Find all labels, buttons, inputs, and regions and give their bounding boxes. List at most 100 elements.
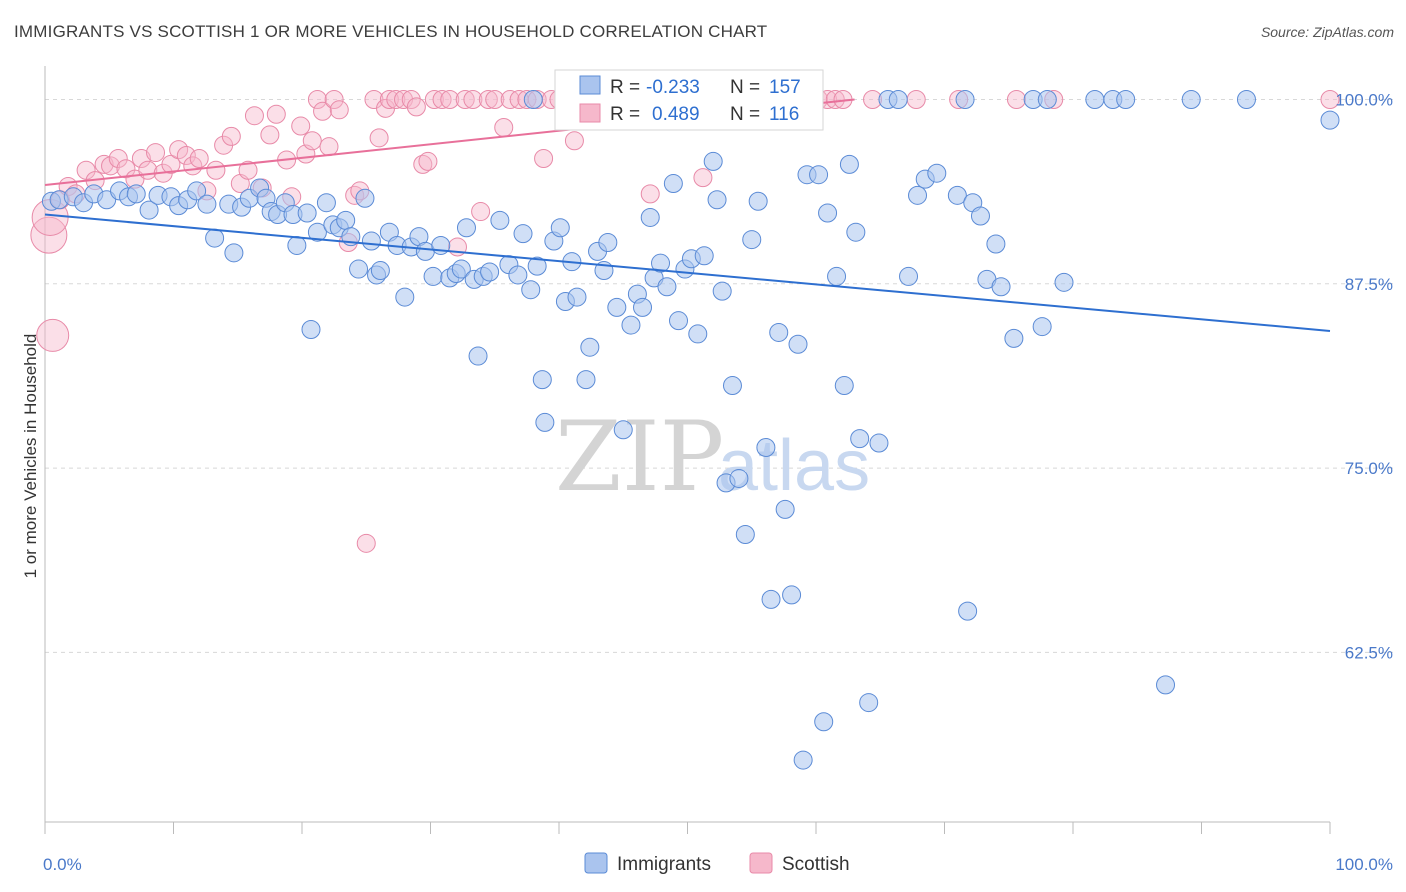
scottish-point bbox=[131, 148, 151, 168]
immigrants-point bbox=[301, 320, 321, 340]
immigrants-point bbox=[205, 228, 225, 248]
legend-n-value-2: 116 bbox=[769, 104, 799, 125]
immigrants-point bbox=[535, 412, 555, 432]
immigrants-point bbox=[688, 324, 708, 344]
scottish-point bbox=[418, 151, 438, 171]
legend-swatch-scottish bbox=[579, 103, 601, 123]
legend-n-label-1: N = bbox=[730, 77, 760, 98]
scottish-point bbox=[455, 89, 475, 109]
immigrants-point bbox=[712, 281, 732, 301]
scottish-point bbox=[221, 126, 241, 146]
immigrants-point bbox=[361, 231, 381, 251]
scottish-point bbox=[406, 97, 426, 117]
immigrants-point bbox=[423, 266, 443, 286]
legend-r-label-2: R = bbox=[610, 104, 640, 125]
immigrants-point bbox=[527, 256, 547, 276]
scottish-point bbox=[307, 89, 327, 109]
immigrants-point bbox=[126, 184, 146, 204]
immigrants-point bbox=[1116, 89, 1136, 109]
scottish-point bbox=[161, 154, 181, 174]
immigrants-point bbox=[859, 693, 879, 713]
immigrants-point bbox=[1032, 317, 1052, 337]
immigrants-point bbox=[991, 277, 1011, 297]
immigrants-point bbox=[468, 346, 488, 366]
scottish-point bbox=[324, 89, 344, 109]
y-axis-title: 1 or more Vehicles in Household bbox=[21, 334, 40, 579]
immigrants-point bbox=[809, 165, 829, 185]
immigrants-point bbox=[307, 222, 327, 242]
scottish-point bbox=[369, 128, 389, 148]
tick-labels: 100.0% 87.5% 75.0% 62.5% 0.0% 100.0% bbox=[43, 90, 1393, 874]
immigrants-point bbox=[756, 437, 776, 457]
scottish-point bbox=[693, 168, 713, 188]
immigrants-point bbox=[456, 218, 476, 238]
scottish-point bbox=[564, 131, 584, 151]
legend-r-label-1: R = bbox=[610, 77, 640, 98]
source-label: Source: ZipAtlas.com bbox=[1260, 24, 1394, 40]
immigrants-point bbox=[521, 280, 541, 300]
scottish-point bbox=[356, 533, 376, 553]
scottish-point bbox=[424, 89, 444, 109]
bottom-legend-swatch-immigrants bbox=[584, 852, 608, 874]
immigrants-point bbox=[955, 89, 975, 109]
scottish-point bbox=[471, 202, 491, 222]
immigrants-point bbox=[1004, 328, 1024, 348]
immigrants-point bbox=[224, 243, 244, 263]
y-tick-label-1: 87.5% bbox=[1345, 275, 1393, 294]
scottish-point bbox=[238, 160, 258, 180]
immigrants-point bbox=[694, 246, 714, 266]
immigrants-point bbox=[1320, 110, 1340, 130]
scottish-point bbox=[440, 89, 460, 109]
scottish-point bbox=[534, 148, 554, 168]
immigrants-point bbox=[139, 200, 159, 220]
immigrants-point bbox=[834, 376, 854, 396]
scottish-point bbox=[906, 89, 926, 109]
x-tick-label-0: 0.0% bbox=[43, 855, 82, 874]
immigrants-trend-line bbox=[44, 213, 1331, 332]
immigrants-point bbox=[550, 218, 570, 238]
bottom-legend: Immigrants Scottish bbox=[584, 852, 850, 875]
scottish-point bbox=[36, 318, 70, 352]
scottish-point bbox=[291, 116, 311, 136]
scottish-point bbox=[478, 89, 498, 109]
immigrants-point bbox=[651, 253, 671, 273]
scottish-point bbox=[108, 148, 128, 168]
scottish-point bbox=[379, 89, 399, 109]
watermark-zip: ZIP bbox=[555, 401, 724, 513]
immigrants-point bbox=[663, 174, 683, 194]
immigrants-point bbox=[633, 297, 653, 317]
immigrants-point bbox=[669, 311, 689, 331]
scottish-point bbox=[94, 154, 114, 174]
immigrants-point bbox=[814, 712, 834, 732]
scottish-point bbox=[313, 101, 333, 121]
scottish-point bbox=[413, 154, 433, 174]
immigrants-point bbox=[869, 433, 889, 453]
legend-n-label-2: N = bbox=[730, 104, 760, 125]
immigrants-point bbox=[508, 265, 528, 285]
legend-swatch-immigrants bbox=[579, 75, 601, 95]
bottom-legend-immigrants: Immigrants bbox=[617, 854, 711, 875]
scottish-point bbox=[825, 89, 845, 109]
immigrants-point bbox=[490, 210, 510, 230]
bottom-legend-scottish: Scottish bbox=[782, 854, 850, 875]
immigrants-point bbox=[1085, 89, 1105, 109]
immigrants-point bbox=[986, 234, 1006, 254]
immigrants-point bbox=[1054, 272, 1074, 292]
immigrants-point bbox=[355, 188, 375, 208]
x-tick-label-1: 100.0% bbox=[1335, 855, 1393, 874]
immigrants-point bbox=[480, 262, 500, 282]
immigrants-point bbox=[748, 191, 768, 211]
legend-r-value-1: -0.233 bbox=[646, 77, 700, 98]
scottish-point bbox=[302, 131, 322, 151]
immigrants-point bbox=[297, 203, 317, 223]
scottish-point bbox=[386, 89, 406, 109]
scottish-point bbox=[1006, 89, 1026, 109]
immigrants-point bbox=[451, 259, 471, 279]
immigrants-point bbox=[818, 203, 838, 223]
immigrants-point bbox=[788, 334, 808, 354]
immigrants-point bbox=[908, 185, 928, 205]
immigrants-point bbox=[782, 585, 802, 605]
immigrants-point bbox=[187, 181, 207, 201]
watermark-atlas: atlas bbox=[718, 426, 870, 506]
immigrants-point bbox=[607, 297, 627, 317]
